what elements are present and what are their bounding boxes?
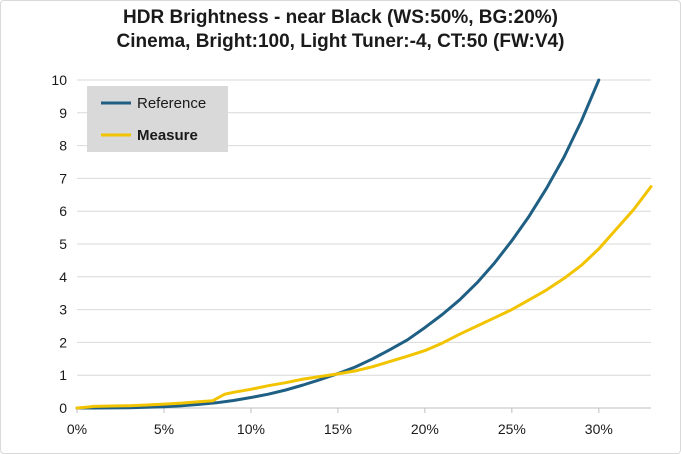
y-tick-7: 7 [59, 170, 67, 186]
x-tick-25: 25% [498, 421, 526, 437]
y-tick-3: 3 [59, 302, 67, 318]
grid-lines [77, 79, 651, 376]
x-tick-20: 20% [411, 421, 439, 437]
y-tick-4: 4 [59, 269, 67, 285]
axes [76, 407, 651, 413]
y-tick-labels: 0 1 2 3 4 5 6 7 8 9 10 [51, 72, 67, 416]
chart-title-block: HDR Brightness - near Black (WS:50%, BG:… [0, 6, 681, 54]
legend-box [87, 86, 228, 152]
y-tick-0: 0 [59, 400, 67, 416]
x-tick-15: 15% [324, 421, 352, 437]
y-tick-10: 10 [51, 72, 67, 88]
chart-title: HDR Brightness - near Black (WS:50%, BG:… [123, 7, 558, 28]
x-tick-labels: 0% 5% 10% 15% 20% 25% 30% [67, 421, 613, 437]
x-tick-30: 30% [585, 421, 613, 437]
x-tick-5: 5% [154, 421, 174, 437]
y-tick-5: 5 [59, 236, 67, 252]
series-lines [75, 78, 653, 410]
legend-label-reference: Reference [137, 95, 206, 112]
y-tick-1: 1 [59, 367, 67, 383]
y-tick-2: 2 [59, 334, 67, 350]
legend: Reference Measure [87, 86, 228, 152]
y-tick-8: 8 [59, 138, 67, 154]
x-tick-10: 10% [237, 421, 265, 437]
y-tick-6: 6 [59, 203, 67, 219]
y-tick-9: 9 [59, 105, 67, 121]
chart-subtitle: Cinema, Bright:100, Light Tuner:-4, CT:5… [116, 31, 565, 52]
legend-label-measure: Measure [137, 127, 198, 144]
series-line-measure [75, 185, 653, 410]
x-tick-0: 0% [67, 421, 87, 437]
